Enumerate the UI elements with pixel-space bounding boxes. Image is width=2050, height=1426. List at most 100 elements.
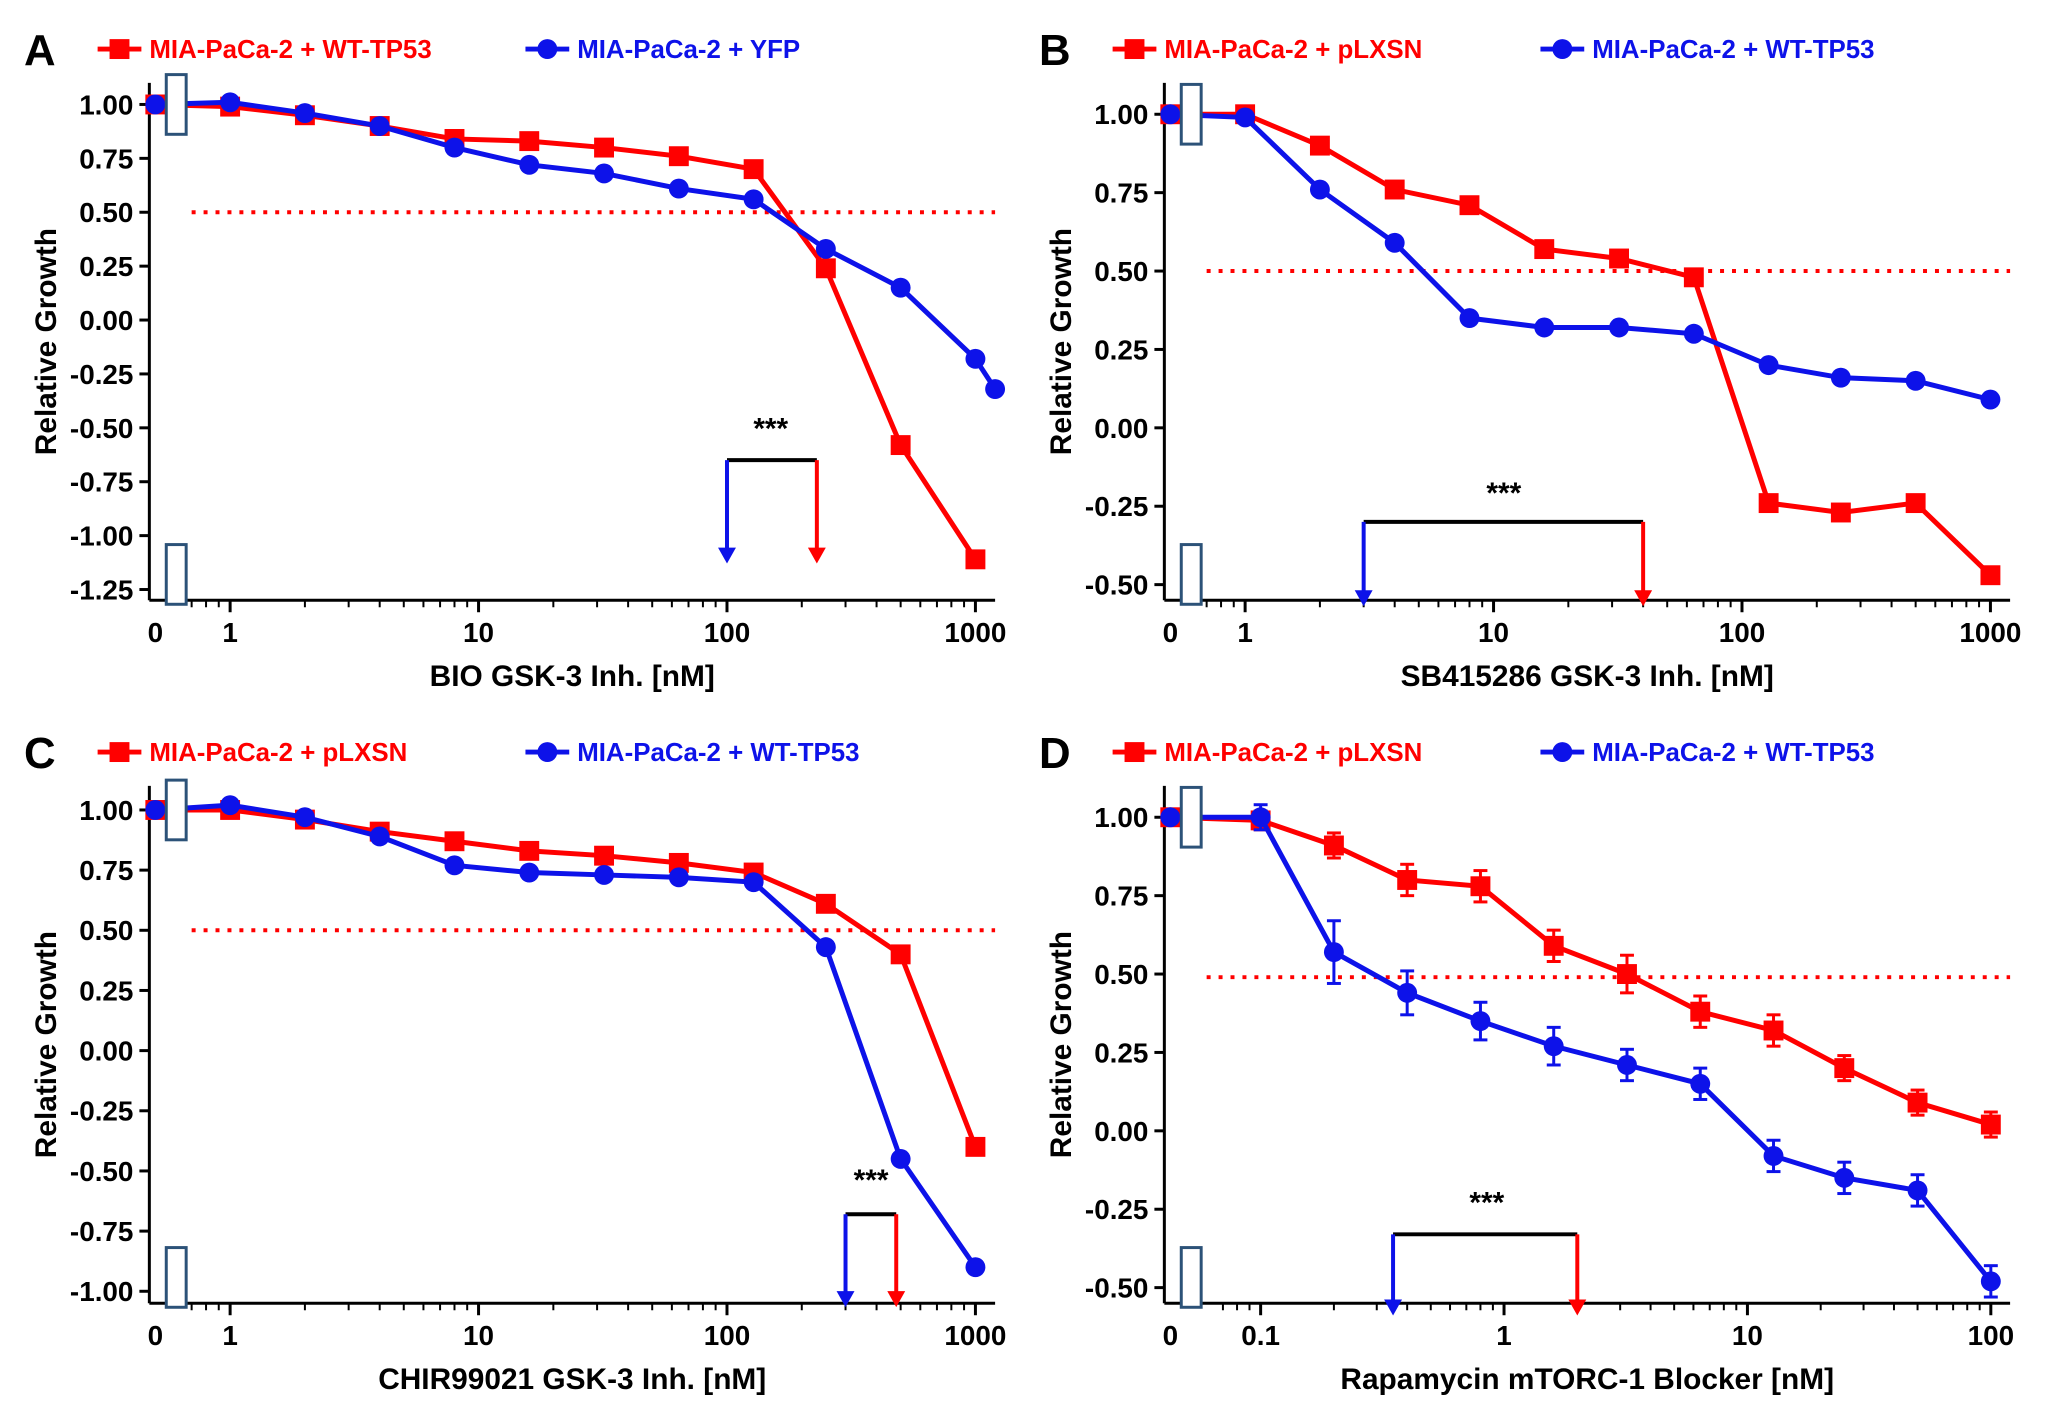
data-marker	[1310, 136, 1330, 156]
x-axis-label: Rapamycin mTORC-1 Blocker [nM]	[1340, 1363, 1834, 1396]
x-zero-label: 0	[1163, 1320, 1179, 1351]
y-tick-label: 0.50	[1094, 256, 1148, 287]
data-marker	[1617, 1055, 1637, 1075]
data-marker	[445, 138, 465, 158]
data-marker	[1310, 180, 1330, 200]
axis-break-box	[166, 545, 186, 605]
legend-label: MIA-PaCa-2 + WT-TP53	[1592, 739, 1874, 767]
panel-a: -1.25-1.00-0.75-0.50-0.250.000.250.500.7…	[20, 20, 1015, 703]
data-marker	[1981, 1271, 2001, 1291]
sig-stars: ***	[1486, 477, 1521, 510]
sig-arrow	[1384, 1300, 1402, 1316]
data-marker	[816, 894, 836, 914]
panel-letter: B	[1039, 26, 1071, 75]
data-marker	[519, 131, 539, 151]
series-line	[155, 102, 975, 359]
data-marker	[220, 92, 240, 112]
data-marker	[1470, 1011, 1490, 1031]
series-line	[155, 104, 975, 559]
data-marker	[1684, 267, 1704, 287]
data-marker	[965, 1137, 985, 1157]
data-marker	[370, 116, 390, 136]
data-marker	[816, 258, 836, 278]
data-marker	[519, 863, 539, 883]
y-tick-label: 0.50	[1094, 959, 1148, 990]
x-tick-label: 10	[463, 1320, 494, 1351]
data-marker	[965, 1257, 985, 1277]
y-tick-label: -0.50	[1085, 1273, 1149, 1304]
y-tick-label: 0.75	[1094, 178, 1148, 209]
data-marker	[1690, 1074, 1710, 1094]
panel-b: -0.50-0.250.000.250.500.751.001101001000…	[1035, 20, 2030, 703]
x-tick-label: 100	[704, 1320, 750, 1351]
axis-break-box	[1181, 1248, 1201, 1308]
y-tick-label: -0.25	[70, 359, 134, 390]
x-axis-label: SB415286 GSK-3 Inh. [nM]	[1401, 660, 1774, 693]
data-marker	[594, 846, 614, 866]
x-axis-label: CHIR99021 GSK-3 Inh. [nM]	[378, 1363, 766, 1396]
sig-arrow	[808, 548, 826, 564]
x-zero-label: 0	[148, 1320, 164, 1351]
chart-svg: -0.50-0.250.000.250.500.751.000.11101000…	[1035, 723, 2030, 1406]
data-marker	[1764, 1021, 1784, 1041]
y-tick-label: 0.00	[79, 305, 133, 336]
sig-stars: ***	[854, 1164, 889, 1197]
data-marker	[519, 841, 539, 861]
data-marker	[1544, 936, 1564, 956]
data-marker	[220, 795, 240, 815]
data-marker	[1980, 565, 2000, 585]
panel-letter: D	[1039, 729, 1071, 778]
data-marker	[370, 826, 390, 846]
sig-stars: ***	[753, 413, 788, 446]
data-marker	[669, 179, 689, 199]
axis-break-box	[1181, 787, 1201, 847]
y-axis-label: Relative Growth	[30, 228, 63, 455]
y-tick-label: -0.50	[1085, 570, 1149, 601]
y-axis-label: Relative Growth	[30, 931, 63, 1158]
data-marker	[1980, 390, 2000, 410]
data-marker	[1544, 1036, 1564, 1056]
data-marker	[1397, 983, 1417, 1003]
x-tick-label: 1	[1496, 1320, 1512, 1351]
y-tick-label: 0.00	[79, 1036, 133, 1067]
series-line	[155, 805, 975, 1267]
axis-break-box	[166, 1248, 186, 1308]
y-tick-label: -0.75	[70, 1216, 134, 1247]
panel-letter: C	[24, 729, 56, 778]
chart-svg: -0.50-0.250.000.250.500.751.001101001000…	[1035, 20, 2030, 703]
x-tick-label: 1000	[1959, 617, 2021, 648]
data-marker	[1617, 964, 1637, 984]
data-marker	[1764, 1146, 1784, 1166]
legend-label: MIA-PaCa-2 + WT-TP53	[577, 739, 859, 767]
data-marker	[1324, 942, 1344, 962]
y-tick-label: 0.00	[1094, 413, 1148, 444]
sig-arrow	[718, 548, 736, 564]
data-marker	[1470, 876, 1490, 896]
chart-svg: -1.00-0.75-0.50-0.250.000.250.500.751.00…	[20, 723, 1015, 1406]
y-tick-label: -0.50	[70, 413, 134, 444]
legend-label: MIA-PaCa-2 + pLXSN	[1164, 36, 1422, 64]
data-marker	[891, 278, 911, 298]
y-tick-label: -1.25	[70, 574, 134, 605]
data-marker	[1534, 318, 1554, 338]
y-axis-label: Relative Growth	[1045, 931, 1078, 1158]
y-tick-label: 0.00	[1094, 1116, 1148, 1147]
x-tick-label: 100	[1719, 617, 1765, 648]
data-marker	[1834, 1058, 1854, 1078]
x-axis-label: BIO GSK-3 Inh. [nM]	[430, 660, 715, 693]
chart-svg: -1.25-1.00-0.75-0.50-0.250.000.250.500.7…	[20, 20, 1015, 703]
data-marker	[891, 435, 911, 455]
panel-d: -0.50-0.250.000.250.500.751.000.11101000…	[1035, 723, 2030, 1406]
y-tick-label: 0.25	[1094, 334, 1148, 365]
x-zero-label: 0	[148, 617, 164, 648]
data-marker	[1906, 493, 1926, 513]
x-tick-label: 100	[704, 617, 750, 648]
y-tick-label: -0.25	[1085, 1194, 1149, 1225]
x-tick-label: 1	[222, 1320, 238, 1351]
data-marker	[1609, 318, 1629, 338]
series-line	[1170, 114, 1990, 575]
x-tick-label: 0.1	[1241, 1320, 1280, 1351]
x-tick-label: 10	[463, 617, 494, 648]
y-tick-label: 0.75	[79, 143, 133, 174]
y-tick-label: -0.25	[70, 1096, 134, 1127]
